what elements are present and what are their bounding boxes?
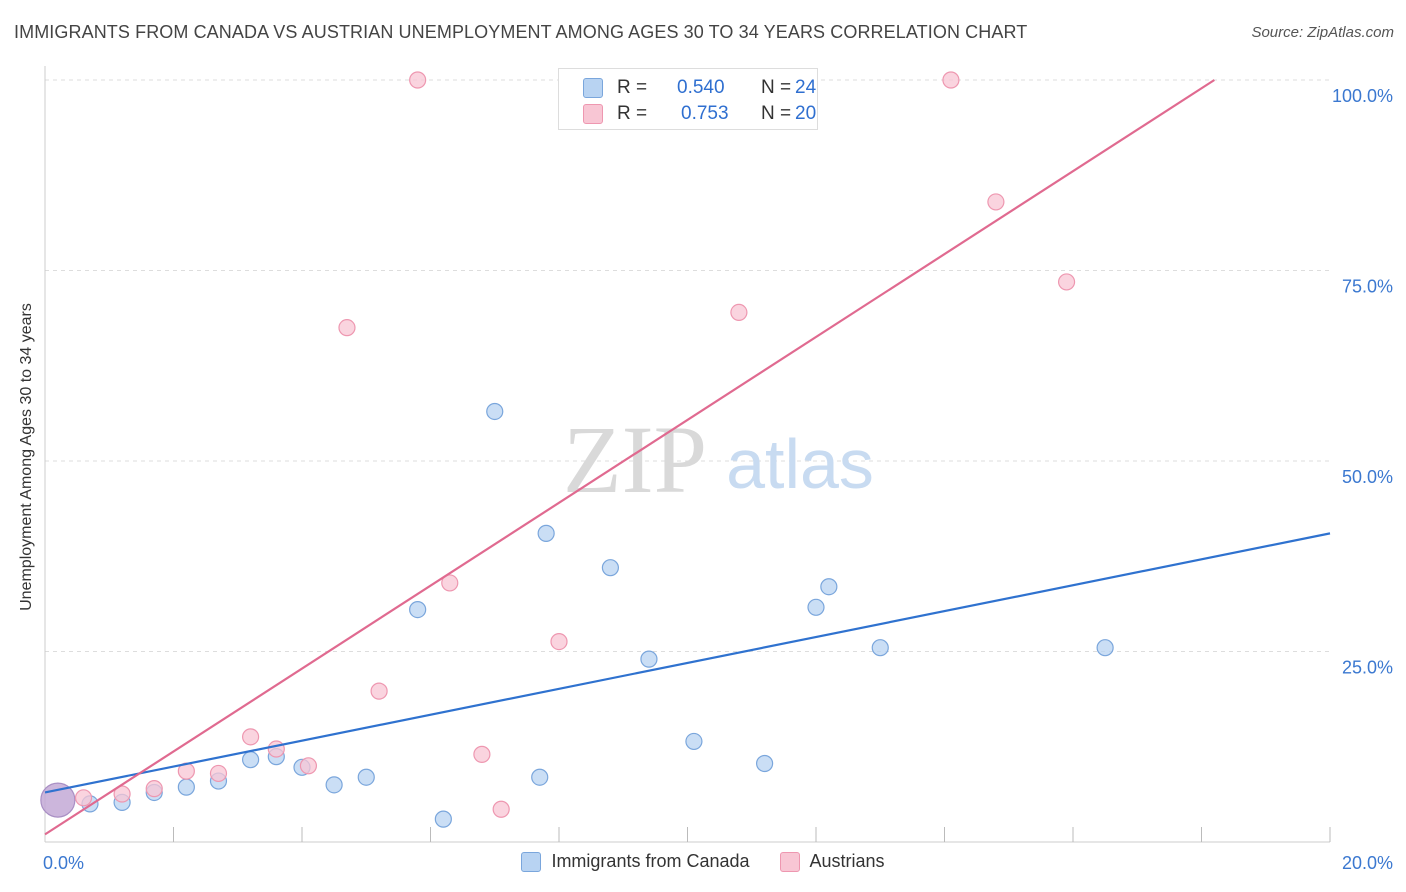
canada-point-9 (325, 776, 343, 794)
austrians-point-8 (338, 319, 356, 337)
austrians-point-6 (267, 740, 285, 758)
legend-label-canada: Immigrants from Canada (551, 851, 750, 871)
y-tick-label-2: 75.0% (1342, 277, 1393, 297)
canada-point-23 (1096, 639, 1114, 657)
tick-label-layer: 25.0% 50.0% 75.0% 100.0% 0.0% 20.0% (43, 86, 1393, 873)
legend-label-austrians: Austrians (809, 851, 885, 871)
canada-point-13 (486, 402, 504, 421)
trend-layer (44, 79, 1331, 836)
canada-r-value: 0.540 (677, 77, 725, 98)
austrians-point-2 (145, 780, 163, 798)
austrians-point-7 (299, 757, 318, 775)
y-tick-label-3: 100.0% (1332, 86, 1393, 106)
r-label: R = (617, 103, 648, 124)
canada-point-21 (820, 578, 838, 596)
legend-item-canada[interactable]: Immigrants from Canada (521, 851, 750, 872)
canada-point-4 (177, 778, 195, 796)
austrians-point-0 (74, 789, 93, 807)
x-tick-label-0: 0.0% (43, 853, 84, 873)
r-label: R = (617, 77, 648, 98)
n-label: N = (761, 77, 792, 98)
austrians-point-16 (942, 71, 960, 89)
chart-title: IMMIGRANTS FROM CANADA VS AUSTRIAN UNEMP… (14, 22, 1028, 42)
n-label: N = (761, 103, 792, 124)
canada-legend-swatch (521, 851, 542, 872)
canada-swatch (583, 78, 603, 98)
austrians-point-11 (441, 574, 459, 592)
canada-trend-line (44, 532, 1331, 794)
canada-point-14 (531, 768, 549, 786)
canada-point-18 (685, 732, 703, 751)
austrians-legend-swatch (779, 851, 800, 872)
points-layer (40, 71, 1114, 828)
grid-layer (45, 79, 1330, 652)
canada-point-15 (537, 524, 555, 542)
canada-n-value: 24 (795, 77, 817, 98)
x-tick-label-1: 20.0% (1342, 853, 1393, 873)
axis-layer (44, 66, 1331, 843)
austrians-point-9 (370, 682, 388, 700)
bottom-legend: Immigrants from Canada Austrians (0, 851, 1406, 872)
austrians-point-5 (242, 728, 260, 746)
austrians-point-4 (209, 764, 228, 783)
legend-item-austrians[interactable]: Austrians (779, 851, 885, 872)
austrians-point-17 (987, 193, 1005, 211)
y-tick-label-1: 50.0% (1342, 467, 1393, 487)
canada-point-20 (807, 598, 825, 616)
canada-point-6 (242, 751, 260, 769)
austrians-point-14 (550, 632, 568, 651)
austrians-point-13 (492, 800, 510, 818)
canada-point-17 (640, 650, 658, 668)
austrians-point-10 (409, 71, 427, 89)
stats-row-canada: R = 0.540 N = 24 (583, 76, 817, 100)
stats-legend: R = 0.540 N = 24 R = 0.753 N = 20 (558, 68, 818, 130)
stats-row-austrians: R = 0.753 N = 20 (583, 102, 817, 126)
austrians-n-value: 20 (795, 103, 817, 124)
austrians-r-value: 0.753 (681, 103, 729, 124)
canada-point-19 (755, 754, 774, 773)
canada-point-22 (871, 639, 889, 657)
canada-point-11 (409, 600, 427, 619)
austrians-point-1 (113, 785, 131, 803)
source-credit: Source: ZipAtlas.com (1251, 24, 1394, 41)
austrians-swatch (583, 104, 603, 124)
canada-point-10 (357, 768, 375, 786)
y-tick-label-0: 25.0% (1342, 658, 1393, 678)
canada-point-16 (601, 559, 620, 577)
austrians-trend-line (44, 79, 1215, 836)
austrians-point-15 (730, 303, 748, 322)
watermark-atlas: atlas (726, 425, 874, 503)
austrians-point-18 (1057, 273, 1076, 291)
austrians-point-12 (473, 745, 491, 763)
canada-point-12 (434, 810, 452, 828)
